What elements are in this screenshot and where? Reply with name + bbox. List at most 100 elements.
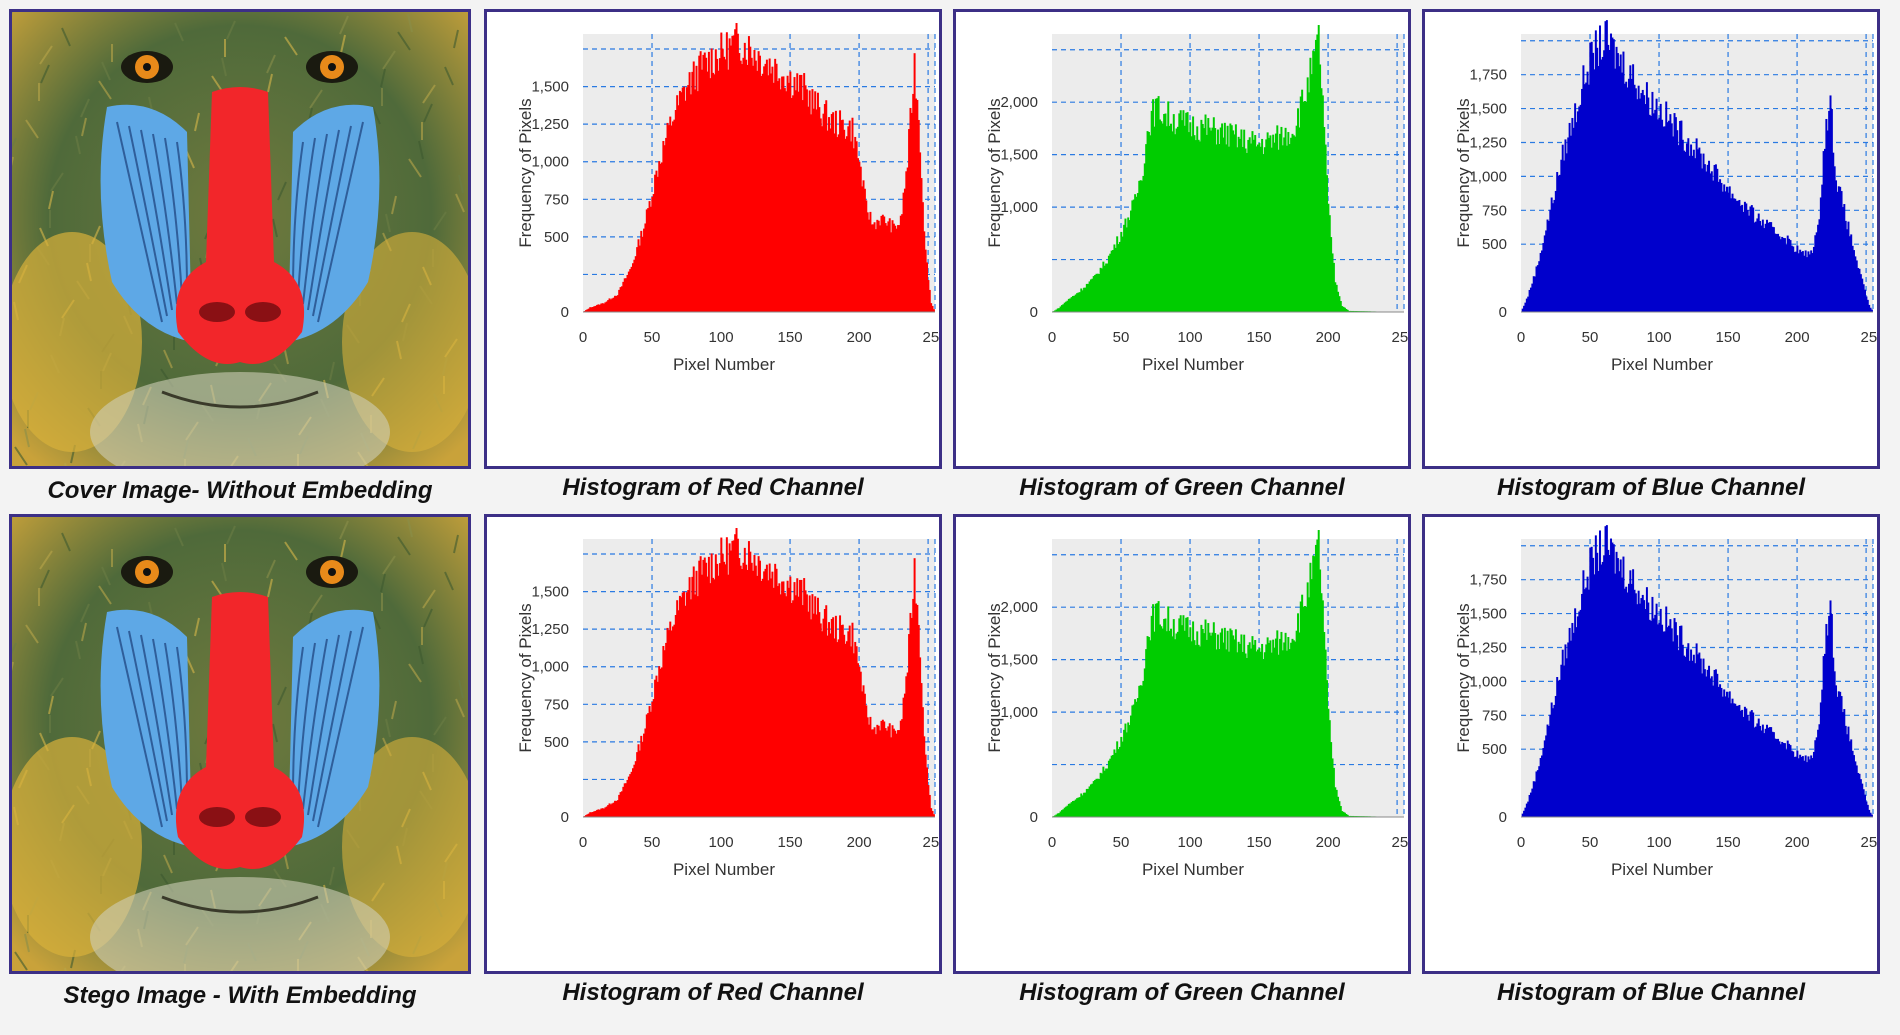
- histogram-bar: [819, 118, 822, 312]
- histogram-bar: [1298, 632, 1301, 817]
- histogram-bar: [1708, 160, 1711, 312]
- histogram-bar: [803, 578, 806, 817]
- histogram-bar: [1174, 134, 1177, 312]
- histogram-bar: [1634, 593, 1637, 817]
- histogram-bar: [1742, 211, 1745, 312]
- histogram-bar: [1662, 126, 1665, 312]
- histogram-bar: [743, 547, 746, 817]
- histogram-bar: [1331, 253, 1334, 312]
- histogram-bar: [1732, 198, 1735, 312]
- histogram-bar: [1680, 625, 1683, 817]
- histogram-bar: [843, 129, 846, 312]
- histogram-bar: [1066, 805, 1069, 817]
- histogram-bar: [605, 806, 608, 817]
- histogram-bar: [1160, 626, 1163, 817]
- histogram-bar: [627, 271, 630, 312]
- histogram-bar: [603, 303, 605, 312]
- histogram-bar: [811, 89, 814, 313]
- histogram-bar: [1343, 307, 1346, 312]
- histogram-bar: [1570, 640, 1572, 817]
- x-tick-label: 0: [579, 329, 587, 346]
- histogram-bar: [1754, 221, 1757, 312]
- histogram-bar: [883, 216, 886, 312]
- histogram-bar: [1161, 628, 1164, 817]
- histogram-bar: [1178, 618, 1181, 817]
- histogram-bar: [687, 590, 690, 817]
- histogram-bar: [716, 58, 719, 312]
- histogram-bar: [1117, 749, 1120, 817]
- histogram-bar: [1067, 298, 1070, 312]
- histogram-bar: [1319, 64, 1322, 312]
- histogram-bar: [625, 783, 628, 817]
- histogram-bar: [591, 306, 594, 312]
- histogram-bar: [1134, 699, 1137, 817]
- histogram-bar: [1312, 555, 1315, 817]
- histogram-bar: [1287, 637, 1290, 817]
- histogram-bar: [825, 605, 828, 817]
- histogram-bar: [872, 729, 875, 817]
- x-tick-label: 255: [922, 329, 939, 346]
- histogram-bar: [1541, 250, 1543, 312]
- histogram-bar: [678, 595, 681, 817]
- histogram-bar: [794, 595, 797, 817]
- y-tick-label: 750: [544, 191, 569, 208]
- histogram-bar: [881, 214, 884, 312]
- histogram-bar: [658, 161, 661, 312]
- histogram-bar: [1597, 571, 1600, 817]
- histogram-bar: [912, 93, 915, 313]
- histogram-bar: [589, 812, 592, 817]
- histogram-bar: [1345, 813, 1348, 817]
- histogram-bar: [1350, 310, 1353, 312]
- histogram-bar: [826, 635, 829, 817]
- histogram-bar: [1637, 85, 1640, 312]
- histogram-bar: [1782, 742, 1785, 817]
- histogram-bar: [1582, 65, 1585, 312]
- histogram-bar: [903, 693, 906, 817]
- histogram-bar: [742, 562, 745, 817]
- histogram-bar: [676, 95, 679, 312]
- histogram-bar: [1712, 180, 1715, 312]
- histogram-bar: [1207, 118, 1210, 312]
- histogram-bar: [689, 599, 692, 817]
- histogram-bar: [1099, 267, 1102, 312]
- histogram-bar: [627, 776, 630, 817]
- histogram-bar: [1674, 622, 1677, 817]
- histogram-bar: [778, 78, 781, 312]
- histogram-bar: [830, 113, 833, 312]
- histogram-bar: [1688, 155, 1691, 312]
- histogram-bar: [1211, 127, 1214, 313]
- stego-image: [9, 514, 471, 974]
- histogram-bar: [601, 808, 604, 817]
- x-tick-label: 50: [1113, 834, 1130, 851]
- histogram-bar: [1219, 632, 1222, 817]
- histogram-bar: [1132, 199, 1135, 312]
- histogram-bar: [1730, 703, 1733, 817]
- histogram-bar: [1078, 797, 1081, 817]
- histogram-bar: [917, 624, 920, 817]
- histogram-bar: [590, 812, 593, 817]
- x-axis-title: Pixel Number: [1142, 355, 1244, 374]
- histogram-bar: [1738, 704, 1741, 817]
- histogram-bar: [1197, 139, 1200, 312]
- histogram-bar: [1761, 219, 1764, 312]
- y-tick-label: 0: [1499, 304, 1507, 321]
- histogram-bar: [1750, 205, 1753, 312]
- histogram-bar: [1129, 210, 1132, 312]
- histogram-bar: [1324, 649, 1327, 817]
- histogram-bar: [1583, 84, 1586, 312]
- histogram-bar: [1756, 218, 1759, 312]
- histogram-bar: [1571, 622, 1574, 817]
- histogram-bar: [1241, 146, 1244, 312]
- histogram-bar: [1270, 147, 1273, 312]
- histogram-bar: [1339, 301, 1342, 312]
- histogram-bar: [932, 814, 935, 817]
- histogram-bar: [1305, 101, 1308, 313]
- histogram-bar: [1614, 68, 1617, 312]
- histogram-bar: [1276, 125, 1279, 312]
- histogram-bar: [1835, 685, 1838, 817]
- x-tick-label: 150: [1716, 834, 1741, 851]
- histogram-bar: [1135, 196, 1138, 312]
- y-tick-label: 500: [1482, 236, 1507, 253]
- histogram-bar: [1332, 767, 1335, 817]
- histogram-bar: [759, 560, 761, 817]
